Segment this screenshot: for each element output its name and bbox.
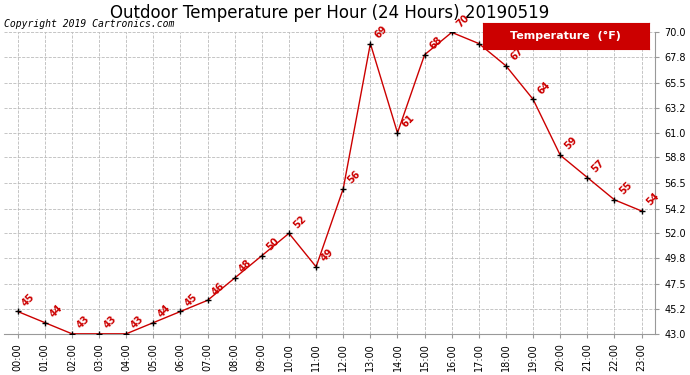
Text: 52: 52 (292, 213, 308, 230)
Text: Copyright 2019 Cartronics.com: Copyright 2019 Cartronics.com (4, 20, 175, 29)
Text: 54: 54 (644, 191, 661, 208)
Text: 57: 57 (590, 158, 607, 174)
Text: 69: 69 (482, 24, 498, 40)
Text: 44: 44 (156, 303, 172, 319)
Text: 43: 43 (75, 314, 91, 330)
Text: 56: 56 (346, 169, 362, 185)
Text: 49: 49 (319, 247, 335, 264)
Text: 45: 45 (21, 291, 37, 308)
Title: Outdoor Temperature per Hour (24 Hours) 20190519: Outdoor Temperature per Hour (24 Hours) … (110, 4, 549, 22)
Text: 55: 55 (617, 180, 634, 196)
Text: 59: 59 (563, 135, 580, 152)
Text: 69: 69 (373, 24, 390, 40)
Text: 50: 50 (264, 236, 282, 252)
Text: 43: 43 (102, 314, 119, 330)
Text: 64: 64 (536, 80, 553, 96)
Text: 70: 70 (455, 12, 471, 29)
Text: 67: 67 (509, 46, 525, 63)
Text: 43: 43 (129, 314, 146, 330)
Text: 45: 45 (184, 291, 200, 308)
Text: 44: 44 (48, 303, 64, 319)
Text: 46: 46 (210, 280, 227, 297)
Text: 61: 61 (400, 113, 417, 129)
Text: 48: 48 (237, 258, 254, 274)
Text: 68: 68 (427, 34, 444, 51)
